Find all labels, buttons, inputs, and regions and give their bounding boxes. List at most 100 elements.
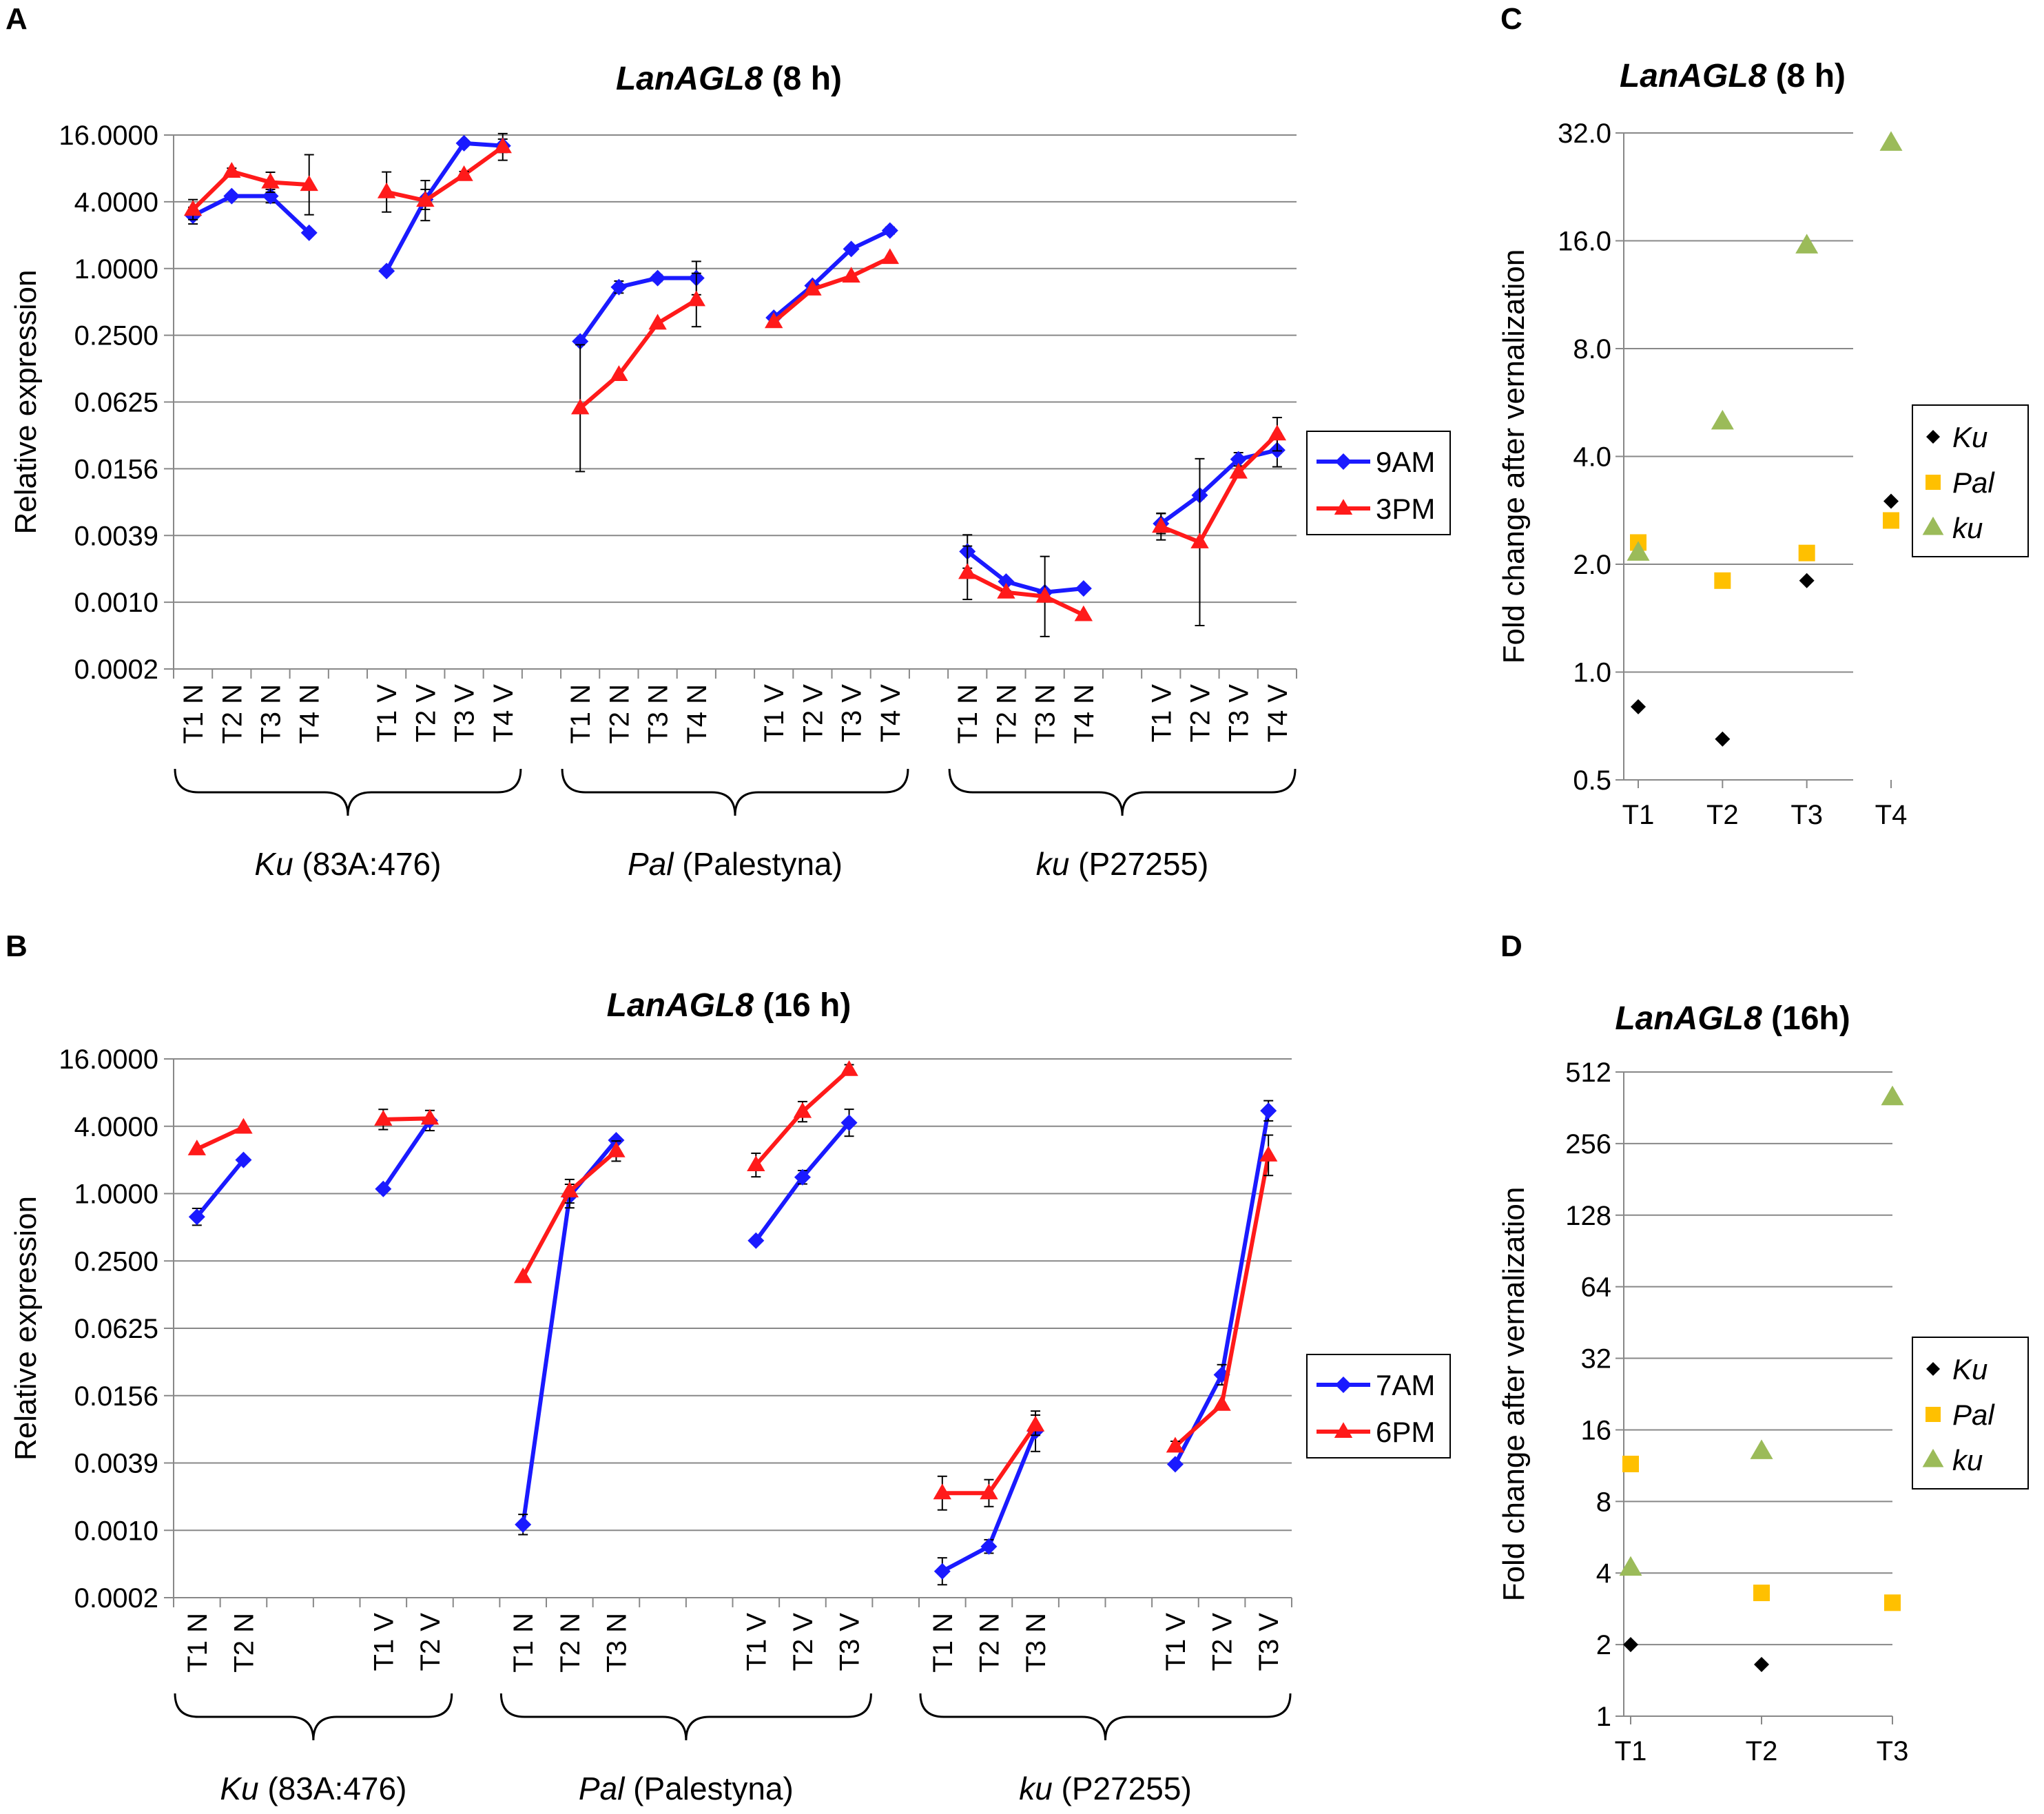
panel-label-a: A xyxy=(6,2,28,36)
y-tick-label: 2 xyxy=(1596,1630,1611,1660)
data-point-6PM xyxy=(1212,1394,1231,1411)
legend-marker-9AM xyxy=(1335,453,1352,470)
x-category-label: T2 xyxy=(1706,800,1739,830)
data-point-6PM xyxy=(420,1109,440,1125)
data-point-Pal xyxy=(1714,572,1731,589)
data-point-7AM xyxy=(933,1563,951,1580)
data-point-Ku xyxy=(1799,573,1815,588)
group-label-name: ku xyxy=(1036,846,1070,882)
legend-label: 7AM xyxy=(1376,1369,1435,1401)
y-tick-label: 4 xyxy=(1596,1558,1611,1589)
x-category-label: T3 V xyxy=(837,684,867,743)
group-brace xyxy=(919,1693,1292,1741)
data-point-6PM xyxy=(1259,1146,1278,1162)
data-point-Ku xyxy=(1631,699,1646,714)
x-category-label: T2 V xyxy=(798,684,828,743)
data-point-3PM xyxy=(842,267,860,283)
data-point-9AM xyxy=(378,262,395,280)
data-point-ku xyxy=(1795,234,1819,254)
series-line-3PM xyxy=(579,298,698,410)
series-line-3PM xyxy=(191,169,309,212)
data-point-Ku xyxy=(1715,731,1731,747)
data-point-6PM xyxy=(1026,1415,1045,1432)
data-point-3PM xyxy=(377,182,396,198)
y-tick-label: 8.0 xyxy=(1573,334,1611,364)
group-label-name: Pal xyxy=(579,1771,626,1806)
group-label-name: ku xyxy=(1019,1771,1053,1806)
data-point-6PM xyxy=(1166,1436,1185,1453)
y-tick-label: 32 xyxy=(1581,1344,1612,1374)
panel-c-chart: LanAGL8 (8 h) 32.0 16.0 8.0 4.0 2.0 1.0 0.5 T1 T2… xyxy=(1497,58,2029,830)
group-label: ku (P27255) xyxy=(1019,1771,1192,1806)
data-point-ku xyxy=(1711,409,1734,430)
legend-marker-Ku xyxy=(1926,430,1940,444)
group-brace xyxy=(174,768,522,816)
y-tick-label: 0.0039 xyxy=(74,1449,158,1479)
data-point-3PM xyxy=(958,563,977,579)
panel-label-b: B xyxy=(6,929,28,963)
series-line-6PM xyxy=(383,1116,431,1122)
data-point-3PM xyxy=(261,172,280,189)
data-point-6PM xyxy=(234,1117,253,1134)
x-category-label: T1 xyxy=(1622,800,1655,830)
x-category-label: T4 xyxy=(1875,800,1908,830)
y-tick-label: 0.5 xyxy=(1573,765,1611,796)
series-line-3PM xyxy=(966,570,1085,617)
data-point-3PM xyxy=(765,312,783,329)
data-point-7AM xyxy=(980,1538,998,1555)
x-category-label: T1 N xyxy=(508,1613,539,1673)
y-tick-label: 0.0010 xyxy=(74,1516,158,1546)
panel-b-chart: LanAGL8 (16 h) 16.0000 4.0000 1.0000 0.2500 0… xyxy=(9,987,1451,1806)
x-category-label: T1 V xyxy=(1161,1613,1191,1671)
data-point-3PM xyxy=(570,398,590,415)
data-point-7AM xyxy=(1166,1456,1184,1473)
data-point-ku xyxy=(1750,1439,1773,1459)
y-axis-label: Relative expression xyxy=(9,270,43,535)
x-category-label: T1 V xyxy=(741,1613,772,1671)
chart-title-condition: (16h) xyxy=(1762,1000,1850,1037)
group-brace xyxy=(174,1693,453,1741)
y-tick-label: 512 xyxy=(1565,1058,1611,1088)
legend-box xyxy=(1306,431,1451,535)
chart-title-condition: (8 h) xyxy=(1766,58,1846,94)
data-point-Pal xyxy=(1884,1594,1901,1611)
y-tick-label: 1.0000 xyxy=(74,1179,158,1210)
data-point-9AM xyxy=(881,222,898,239)
y-axis-label: Fold change after vernalization xyxy=(1497,249,1531,664)
x-category-label: T2 N xyxy=(604,684,634,744)
data-point-Pal xyxy=(1622,1455,1639,1472)
y-tick-label: 1.0 xyxy=(1573,658,1611,688)
y-tick-label: 0.2500 xyxy=(74,1246,158,1277)
x-category-label: T1 V xyxy=(759,684,789,743)
legend-label: Ku xyxy=(1952,1353,1988,1385)
y-tick-label: 0.0156 xyxy=(74,1381,158,1412)
x-category-label: T1 N xyxy=(928,1613,958,1673)
x-category-label: T1 V xyxy=(372,684,402,743)
data-point-3PM xyxy=(803,280,822,296)
group-label-name: Ku xyxy=(254,846,293,882)
series-line-6PM xyxy=(196,1125,245,1151)
data-point-Ku xyxy=(1754,1656,1769,1672)
data-point-Pal xyxy=(1798,544,1815,561)
x-category-label: T2 N xyxy=(217,684,247,744)
y-tick-label: 0.0156 xyxy=(74,454,158,484)
y-tick-label: 0.0002 xyxy=(74,655,158,685)
legend-label: 9AM xyxy=(1376,446,1435,478)
data-point-ku xyxy=(1879,131,1903,151)
series-line-9AM xyxy=(578,276,696,343)
group-brace xyxy=(948,768,1297,816)
legend-box xyxy=(1306,1354,1451,1459)
group-label-detail: (83A:476) xyxy=(259,1771,407,1806)
group-label: Ku (83A:476) xyxy=(254,846,441,882)
data-point-6PM xyxy=(607,1141,626,1157)
data-point-ku xyxy=(1881,1085,1904,1106)
data-point-9AM xyxy=(610,278,628,296)
data-point-9AM xyxy=(998,573,1015,590)
series-line-3PM xyxy=(386,145,504,203)
data-point-3PM xyxy=(687,290,705,307)
data-point-3PM xyxy=(455,165,473,181)
data-point-6PM xyxy=(747,1155,765,1172)
data-point-ku xyxy=(1627,541,1650,561)
x-category-label: T2 N xyxy=(555,1613,586,1673)
data-point-6PM xyxy=(980,1483,998,1500)
